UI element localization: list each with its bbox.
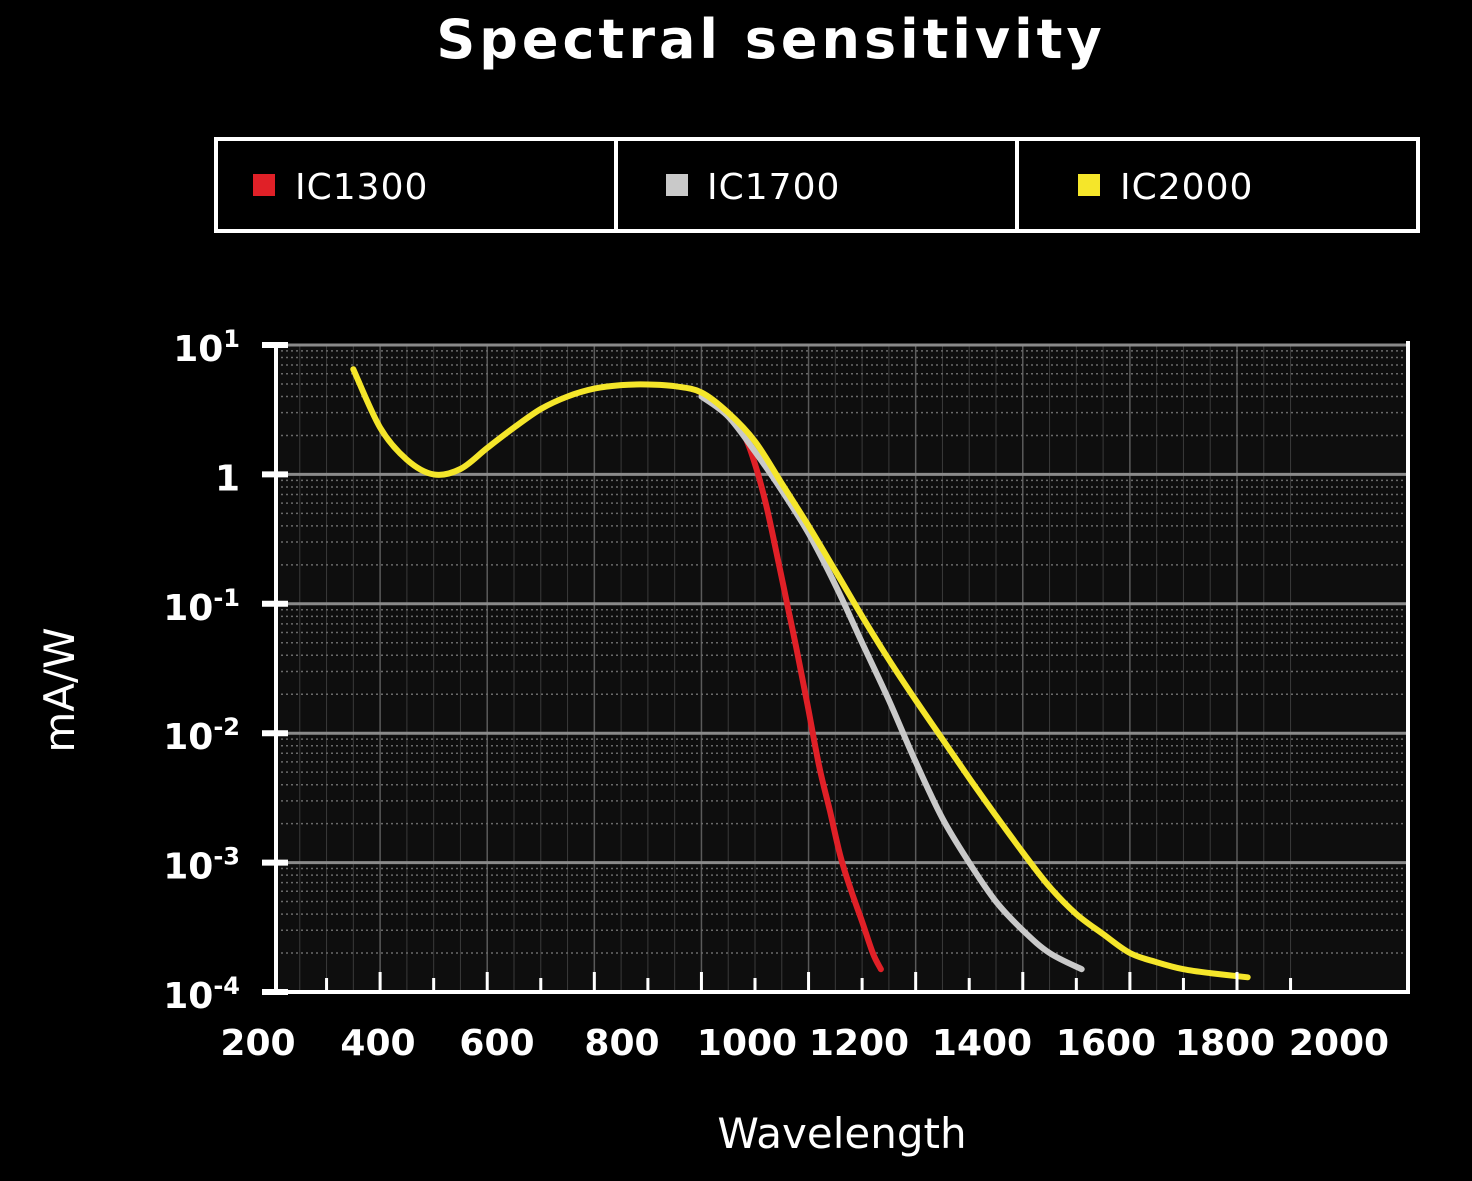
legend: IC1300 IC1700 IC2000 [214,137,1420,233]
x-tick-label: 2000 [1289,1023,1389,1064]
series-line-ic2000 [350,366,1251,981]
y-tick-label: 1 [215,458,240,499]
series-lines [350,366,1251,981]
legend-swatch-ic1300 [253,174,275,196]
legend-label-ic1300: IC1300 [295,167,428,208]
plot-background [276,345,1408,992]
legend-box [214,137,1420,233]
legend-label-ic1700: IC1700 [707,167,840,208]
axes [262,341,1410,995]
x-tick-label: 1200 [809,1023,909,1064]
x-tick-labels: 200 400 600 800 1000 1200 1400 1600 1800 2000 [220,1023,1389,1064]
y-tick-label: 10-2 [163,713,240,758]
x-tick-label: 1800 [1175,1023,1275,1064]
series-line-ic1700 [698,393,1085,973]
chart-title: Spectral sensitivity [436,8,1105,71]
y-tick-labels: 101 1 10-1 10-2 10-3 10-4 [163,325,240,1017]
y-tick-label: 10-4 [163,972,240,1017]
x-tick-label: 400 [340,1023,415,1064]
x-tick-label: 200 [220,1023,295,1064]
y-tick-label: 10-1 [163,584,240,629]
x-tick-label: 1400 [932,1023,1032,1064]
y-tick-label: 101 [173,325,240,370]
legend-swatch-ic2000 [1078,174,1100,196]
plot-area [262,341,1410,995]
x-tick-label: 800 [584,1023,659,1064]
legend-swatch-ic1700 [666,174,688,196]
y-axis-label: mA/W [35,627,84,752]
x-tick-label: 1600 [1056,1023,1156,1064]
x-axis-label: Wavelength [717,1109,966,1158]
y-tick-label: 10-3 [163,843,240,888]
grid [276,343,1408,994]
x-tick-label: 1000 [697,1023,797,1064]
legend-label-ic2000: IC2000 [1120,167,1253,208]
x-tick-label: 600 [459,1023,534,1064]
